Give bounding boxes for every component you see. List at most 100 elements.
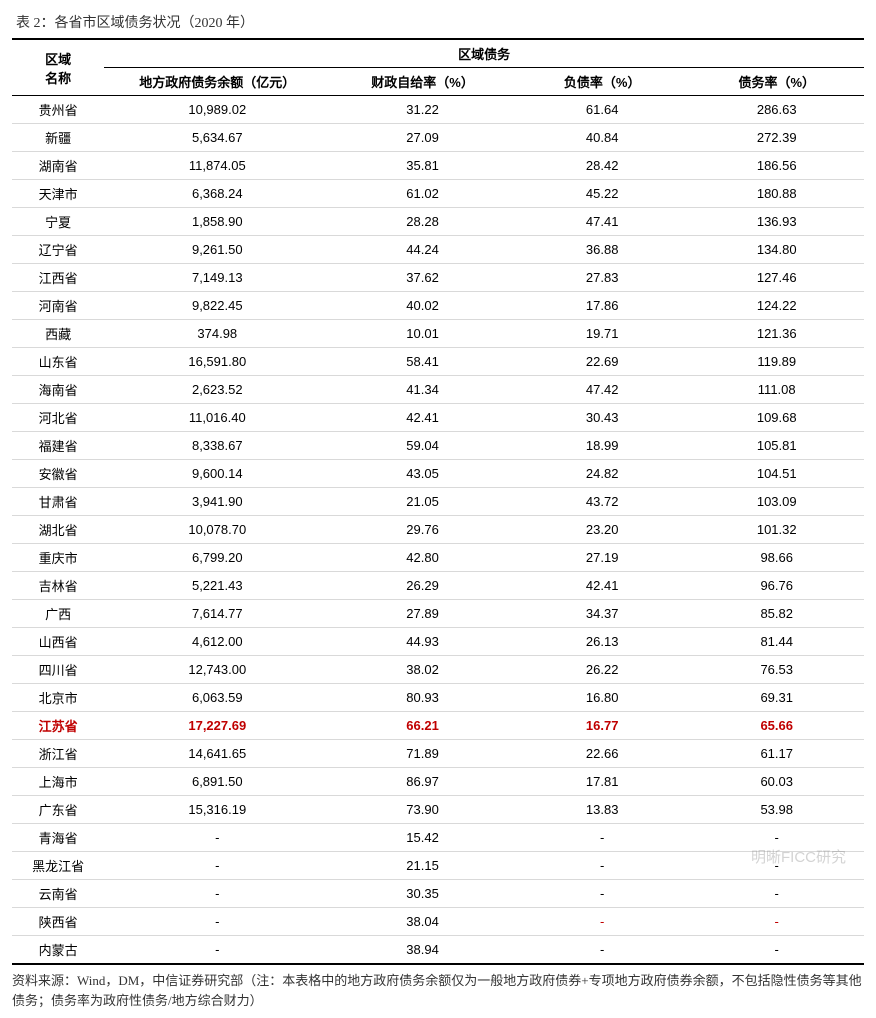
cell: 湖北省 <box>12 516 104 544</box>
cell: 1,858.90 <box>104 208 330 236</box>
cell: 北京市 <box>12 684 104 712</box>
cell: 61.17 <box>689 740 864 768</box>
cell: 湖南省 <box>12 152 104 180</box>
table-row: 山东省16,591.8058.4122.69119.89 <box>12 348 864 376</box>
cell: 河北省 <box>12 404 104 432</box>
cell: 47.41 <box>515 208 690 236</box>
cell: 9,600.14 <box>104 460 330 488</box>
cell: 40.02 <box>330 292 515 320</box>
cell: 119.89 <box>689 348 864 376</box>
cell: 12,743.00 <box>104 656 330 684</box>
cell: 19.71 <box>515 320 690 348</box>
cell: 13.83 <box>515 796 690 824</box>
table-row: 辽宁省9,261.5044.2436.88134.80 <box>12 236 864 264</box>
cell: 26.13 <box>515 628 690 656</box>
table-row: 青海省-15.42-- <box>12 824 864 852</box>
cell: 36.88 <box>515 236 690 264</box>
cell: 9,822.45 <box>104 292 330 320</box>
cell: 甘肃省 <box>12 488 104 516</box>
footnote: 资料来源：Wind，DM，中信证券研究部（注：本表格中的地方政府债务余额仅为一般… <box>12 971 864 1010</box>
cell: 6,799.20 <box>104 544 330 572</box>
cell: 内蒙古 <box>12 936 104 965</box>
cell: 青海省 <box>12 824 104 852</box>
table-row: 宁夏1,858.9028.2847.41136.93 <box>12 208 864 236</box>
cell: 104.51 <box>689 460 864 488</box>
cell: 124.22 <box>689 292 864 320</box>
cell: 21.05 <box>330 488 515 516</box>
cell: 河南省 <box>12 292 104 320</box>
cell: 安徽省 <box>12 460 104 488</box>
cell: 85.82 <box>689 600 864 628</box>
table-row: 贵州省10,989.0231.2261.64286.63 <box>12 96 864 124</box>
cell: - <box>689 824 864 852</box>
cell: 宁夏 <box>12 208 104 236</box>
cell: 10.01 <box>330 320 515 348</box>
cell: 16.80 <box>515 684 690 712</box>
cell: 11,874.05 <box>104 152 330 180</box>
cell: 6,891.50 <box>104 768 330 796</box>
cell: 10,989.02 <box>104 96 330 124</box>
table-row: 河北省11,016.4042.4130.43109.68 <box>12 404 864 432</box>
cell: 186.56 <box>689 152 864 180</box>
cell: 38.04 <box>330 908 515 936</box>
cell: 3,941.90 <box>104 488 330 516</box>
cell: 10,078.70 <box>104 516 330 544</box>
table-row: 云南省-30.35-- <box>12 880 864 908</box>
cell: 山东省 <box>12 348 104 376</box>
cell: 陕西省 <box>12 908 104 936</box>
cell: 江苏省 <box>12 712 104 740</box>
cell: 38.02 <box>330 656 515 684</box>
col-self: 财政自给率（%） <box>330 68 515 96</box>
cell: 27.83 <box>515 264 690 292</box>
table-row: 西藏374.9810.0119.71121.36 <box>12 320 864 348</box>
col-debt: 地方政府债务余额（亿元） <box>104 68 330 96</box>
cell: 18.99 <box>515 432 690 460</box>
cell: 海南省 <box>12 376 104 404</box>
table-row: 江苏省17,227.6966.2116.7765.66 <box>12 712 864 740</box>
cell: 云南省 <box>12 880 104 908</box>
cell: 28.28 <box>330 208 515 236</box>
cell: 新疆 <box>12 124 104 152</box>
cell: 109.68 <box>689 404 864 432</box>
cell: 7,149.13 <box>104 264 330 292</box>
cell: 40.84 <box>515 124 690 152</box>
cell: 65.66 <box>689 712 864 740</box>
cell: 286.63 <box>689 96 864 124</box>
cell: 121.36 <box>689 320 864 348</box>
cell: 35.81 <box>330 152 515 180</box>
table-row: 北京市6,063.5980.9316.8069.31 <box>12 684 864 712</box>
cell: 贵州省 <box>12 96 104 124</box>
cell: 43.05 <box>330 460 515 488</box>
cell: - <box>689 908 864 936</box>
cell: 广西 <box>12 600 104 628</box>
table-title: 表 2：各省市区域债务状况（2020 年） <box>16 12 864 32</box>
cell: - <box>104 824 330 852</box>
col-ratio: 债务率（%） <box>689 68 864 96</box>
cell: 66.21 <box>330 712 515 740</box>
table-row: 四川省12,743.0038.0226.2276.53 <box>12 656 864 684</box>
cell: 111.08 <box>689 376 864 404</box>
cell: 西藏 <box>12 320 104 348</box>
cell: 14,641.65 <box>104 740 330 768</box>
cell: 27.19 <box>515 544 690 572</box>
table-row: 陕西省-38.04-- <box>12 908 864 936</box>
cell: 136.93 <box>689 208 864 236</box>
col-liab: 负债率（%） <box>515 68 690 96</box>
table-row: 重庆市6,799.2042.8027.1998.66 <box>12 544 864 572</box>
table-row: 广东省15,316.1973.9013.8353.98 <box>12 796 864 824</box>
cell: 上海市 <box>12 768 104 796</box>
cell: 辽宁省 <box>12 236 104 264</box>
cell: 2,623.52 <box>104 376 330 404</box>
cell: 69.31 <box>689 684 864 712</box>
table-body: 贵州省10,989.0231.2261.64286.63新疆5,634.67 27… <box>12 96 864 965</box>
cell: 9,261.50 <box>104 236 330 264</box>
cell: 374.98 <box>104 320 330 348</box>
table-row: 天津市6,368.2461.0245.22180.88 <box>12 180 864 208</box>
cell: 5,634.67 <box>104 124 330 152</box>
cell: 71.89 <box>330 740 515 768</box>
cell: 26.22 <box>515 656 690 684</box>
cell: 17,227.69 <box>104 712 330 740</box>
cell: 47.42 <box>515 376 690 404</box>
cell: 42.41 <box>515 572 690 600</box>
table-row: 安徽省9,600.1443.0524.82104.51 <box>12 460 864 488</box>
